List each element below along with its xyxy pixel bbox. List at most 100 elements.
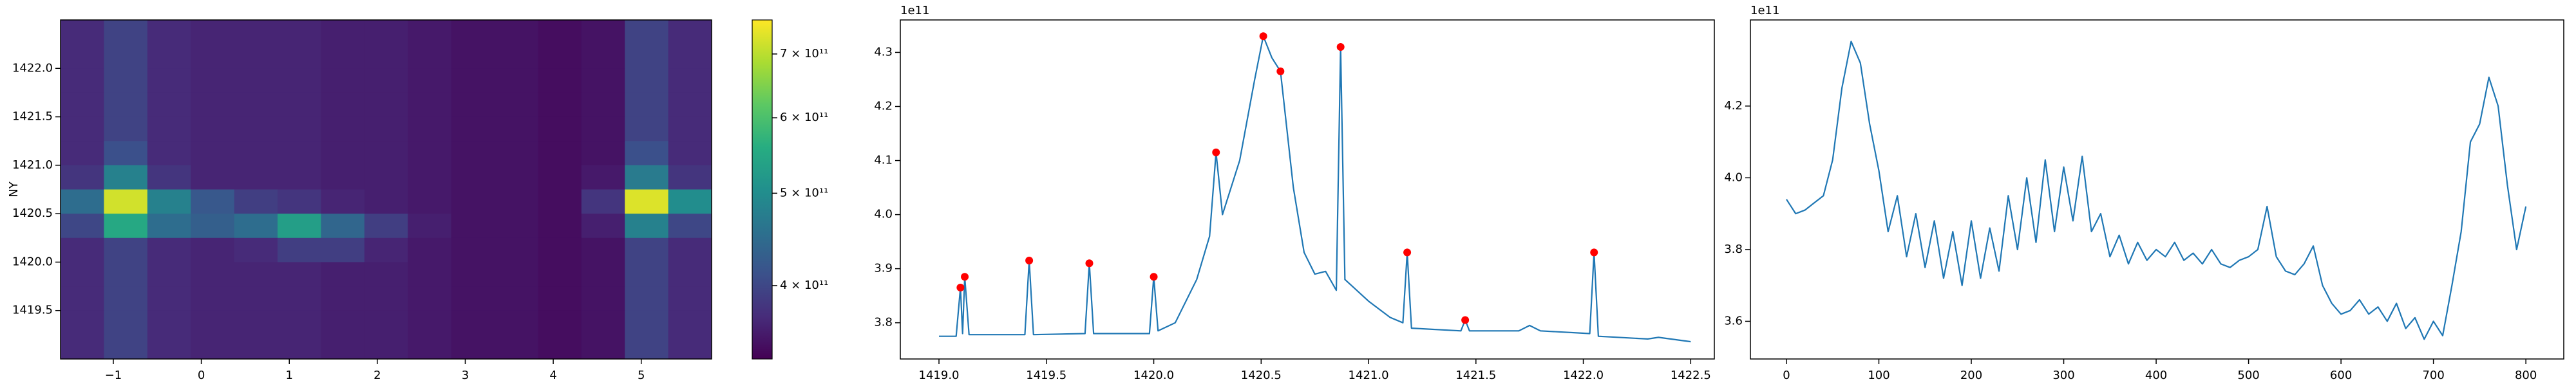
peak-marker [1085,259,1094,268]
heatmap-cell [61,214,104,239]
heatmap-cell [61,92,104,118]
x-tick-label: 1 [285,369,292,382]
peak-marker [1212,148,1220,156]
heatmap-cell [278,165,321,190]
heatmap-cell [408,68,452,93]
heatmap-cell [581,141,625,166]
heatmap-cell [364,44,408,69]
heatmap-cell [668,214,712,239]
heatmap-cell [364,68,408,93]
y-tick-label: 1420.0 [12,255,53,268]
heatmap-cell [147,92,191,118]
heatmap-cell [321,310,365,335]
y-tick-label: 3.8 [874,316,893,329]
heatmap-cell [495,20,538,45]
heatmap-cell [408,214,452,239]
heatmap-cell [234,237,278,262]
heatmap-cell [191,44,235,69]
heatmap-cell [364,335,408,360]
heatmap-cell [278,214,321,239]
heatmap-cell [408,335,452,360]
x-tick-label: 1422.0 [1563,369,1604,382]
heatmap-cell [495,335,538,360]
heatmap-cell [495,68,538,93]
x-tick-label: 1420.0 [1133,369,1174,382]
heatmap-cell [625,214,669,239]
heatmap-cell [668,310,712,335]
heatmap-cell [408,286,452,311]
heatmap-cell [104,92,148,118]
heatmap-cell [625,262,669,287]
heatmap-cell [364,262,408,287]
peak-marker [1276,67,1285,75]
heatmap-cell [364,237,408,262]
heatmap-cell [451,310,495,335]
heatmap-cell [538,189,582,214]
heatmap-cell [451,214,495,239]
heatmap-cell [495,141,538,166]
heatmap-cell [321,237,365,262]
heatmap-cell [104,116,148,142]
peak-marker [1150,273,1158,281]
heatmap-cell [581,165,625,190]
heatmap-cell [668,165,712,190]
y-tick-label: 1421.0 [12,158,53,172]
peak-marker [1403,248,1412,257]
heatmap-cell [147,262,191,287]
heatmap-cell [278,262,321,287]
heatmap-cell [321,262,365,287]
heatmap-cell [321,141,365,166]
heatmap-cell [495,44,538,69]
axes-frame [1750,19,2564,360]
heatmap-cell [104,262,148,287]
heatmap-cell [581,116,625,142]
axes-frame [900,19,1715,360]
heatmap-cell [495,310,538,335]
heatmap-cell [191,92,235,118]
heatmap-cell [321,44,365,69]
y-tick-label: 4.0 [1724,170,1743,184]
heatmap-cell [61,141,104,166]
heatmap-cell [61,335,104,360]
peak-marker [956,284,965,292]
heatmap-cell [278,68,321,93]
heatmap-cell [495,116,538,142]
heatmap-cell [364,214,408,239]
heatmap-cell [191,189,235,214]
colorbar-tick-label: 6 × 10¹¹ [780,111,828,124]
heatmap-cell [581,214,625,239]
heatmap-cell [451,116,495,142]
heatmap-cell [668,92,712,118]
heatmap-cell [321,68,365,93]
heatmap-cell [191,310,235,335]
heatmap-cell [451,189,495,214]
x-tick-label: 1420.5 [1241,369,1282,382]
colorbar [752,19,773,360]
heatmap-cell [364,310,408,335]
x-tick-label: 0 [1783,369,1790,382]
heatmap-cell [147,68,191,93]
heatmap-cell [61,189,104,214]
heatmap-cell [581,286,625,311]
y-tick-label: 1422.0 [12,61,53,75]
heatmap-cell [408,310,452,335]
y-tick-label: 4.0 [874,208,893,221]
heatmap-cell [408,20,452,45]
heatmap-cell [408,165,452,190]
heatmap-cell [61,286,104,311]
heatmap-cell [668,335,712,360]
peak-marker [1259,32,1267,41]
x-tick-label: 300 [2052,369,2074,382]
offset-text: 1e11 [1750,4,1779,17]
heatmap-cell [538,335,582,360]
heatmap-cell [625,116,669,142]
heatmap-cell [451,262,495,287]
heatmap-cell [364,189,408,214]
x-tick-label: 800 [2515,369,2537,382]
heatmap-cell [408,44,452,69]
heatmap-cell [408,237,452,262]
heatmap-cell [625,68,669,93]
heatmap-cell [104,310,148,335]
heatmap-cell [364,92,408,118]
